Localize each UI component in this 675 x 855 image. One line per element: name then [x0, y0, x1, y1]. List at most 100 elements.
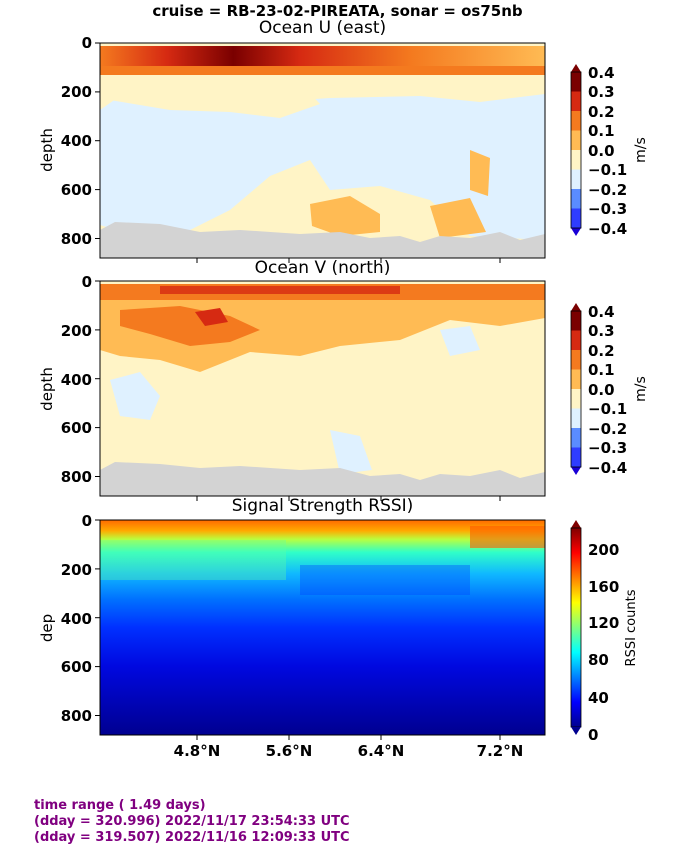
- u-axes-frame: [99, 42, 546, 259]
- u-cbar-label: m/s: [633, 137, 649, 163]
- rssi-cbar-tick-80: 80: [588, 651, 609, 669]
- u-cbar-tick-8: −0.4: [588, 220, 627, 238]
- rssi-cbar-tick-0: 0: [588, 726, 598, 744]
- u-colorbar: 0.4 0.3 0.2 0.1 0.0 −0.1 −0.2 −0.3 −0.4 …: [570, 64, 649, 238]
- v-cbar-tick-3: 0.1: [588, 361, 615, 379]
- rssi-y-ticks: 0 200 400 600 800: [61, 512, 100, 725]
- u-cbar-seg--0.3: [571, 208, 581, 228]
- panel-rssi: 0 200 400 600 800 dep 4.8°N 5.6°N 6.4°N …: [38, 512, 639, 760]
- v-ytick-400: 400: [61, 371, 92, 389]
- v-cbar-label: m/s: [633, 376, 649, 402]
- xtick-5.6N: 5.6°N: [266, 742, 313, 760]
- rssi-ylabel: dep: [38, 614, 56, 642]
- u-surface-band: [100, 46, 545, 68]
- u-cbar-tick-1: 0.3: [588, 83, 615, 101]
- u-cbar-tick-2: 0.2: [588, 103, 615, 121]
- u-ytick-200: 200: [61, 83, 92, 101]
- v-ytick-800: 800: [61, 468, 92, 486]
- u-cbar-top-extend: [571, 64, 581, 72]
- v-axes-frame: [99, 280, 546, 497]
- rssi-colorbar: 200 160 120 80 40 0 RSSI counts: [570, 520, 639, 744]
- v-cbar-seg-0.2: [571, 350, 581, 370]
- figure-suptitle: cruise = RB-23-02-PIREATA, sonar = os75n…: [152, 2, 523, 20]
- rssi-ytick-600: 600: [61, 658, 92, 676]
- rssi-cbar-bottom-extend: [571, 727, 581, 735]
- v-field-red-core: [195, 308, 228, 326]
- rssi-cbar-tick-200: 200: [588, 541, 619, 559]
- v-cbar-seg-0.1: [571, 369, 581, 389]
- xtick-7.2N: 7.2°N: [477, 742, 524, 760]
- u-cbar-tick-0: 0.4: [588, 64, 615, 82]
- rssi-ytick-200: 200: [61, 561, 92, 579]
- v-colorbar: 0.4 0.3 0.2 0.1 0.0 −0.1 −0.2 −0.3 −0.4 …: [570, 303, 649, 477]
- u-x-ticks: [196, 258, 501, 263]
- rssi-axes-frame: [99, 519, 546, 736]
- u-cbar-seg-0.0: [571, 150, 581, 170]
- v-cbar-tick-5: −0.1: [588, 400, 627, 418]
- u-ytick-600: 600: [61, 181, 92, 199]
- u-field-deep-orange: [310, 150, 490, 238]
- rssi-cbar-top-extend: [571, 520, 581, 528]
- u-ylabel: depth: [38, 128, 56, 172]
- u-ytick-800: 800: [61, 230, 92, 248]
- rssi-ytick-800: 800: [61, 707, 92, 725]
- v-x-ticks: [196, 496, 501, 501]
- u-cbar-tick-7: −0.3: [588, 200, 627, 218]
- u-cbar-seg-0.1: [571, 130, 581, 150]
- v-ytick-0: 0: [82, 273, 92, 291]
- u-cbar-seg-0.2: [571, 111, 581, 131]
- v-cbar-seg--0.1: [571, 408, 581, 428]
- v-y-ticks: 0 200 400 600 800: [61, 273, 100, 486]
- u-cbar-seg-0.4: [571, 72, 581, 92]
- rssi-cbar-tick-40: 40: [588, 689, 609, 707]
- u-ytick-400: 400: [61, 132, 92, 150]
- xtick-6.4N: 6.4°N: [358, 742, 405, 760]
- v-cbar-seg-0.3: [571, 330, 581, 350]
- v-cbar-tick-7: −0.3: [588, 439, 627, 457]
- u-cbar-seg-0.3: [571, 91, 581, 111]
- panel-ocean-v: 0 200 400 600 800 depth 0.4: [38, 273, 649, 501]
- v-surface-red: [160, 286, 400, 294]
- v-cbar-top-extend: [571, 303, 581, 311]
- rssi-mid-dark-band: [300, 565, 470, 595]
- rssi-cbar-label: RSSI counts: [624, 589, 639, 666]
- u-field-negative-region: [100, 92, 545, 240]
- u-bottom-mask: [100, 222, 545, 258]
- u-subsurface-band: [100, 66, 545, 75]
- v-ylabel: depth: [38, 367, 56, 411]
- v-bottom-mask: [100, 462, 545, 496]
- u-field-positive-blob: [110, 80, 320, 118]
- rssi-cbar-tick-160: 160: [588, 578, 619, 596]
- v-cbar-tick-6: −0.2: [588, 420, 627, 438]
- rssi-x-ticks: 4.8°N 5.6°N 6.4°N 7.2°N: [174, 735, 524, 760]
- u-cbar-tick-4: 0.0: [588, 142, 615, 160]
- v-field-mid-orange: [120, 306, 260, 346]
- panel-ocean-u: 0 200 400 600 800 depth 0.4: [38, 34, 649, 263]
- rssi-cbar-gradient: [570, 527, 582, 728]
- u-cbar-tick-5: −0.1: [588, 161, 627, 179]
- rssi-panel-title: Signal Strength RSSI): [231, 496, 414, 516]
- rssi-ytick-400: 400: [61, 610, 92, 628]
- rssi-cbar-tick-120: 120: [588, 614, 619, 632]
- u-cbar-seg--0.2: [571, 189, 581, 209]
- u-ytick-0: 0: [82, 34, 92, 52]
- v-cbar-seg--0.2: [571, 428, 581, 448]
- rssi-ytick-0: 0: [82, 512, 92, 530]
- v-ytick-600: 600: [61, 419, 92, 437]
- footer-end-time: (dday = 320.996) 2022/11/17 23:54:33 UTC: [34, 814, 350, 829]
- rssi-field: [100, 520, 545, 735]
- v-cbar-tick-0: 0.4: [588, 303, 615, 321]
- rssi-right-shallow-patch: [470, 526, 545, 548]
- rssi-shallow-cyan-patch: [100, 540, 286, 580]
- v-cbar-tick-8: −0.4: [588, 459, 627, 477]
- u-cbar-tick-6: −0.2: [588, 181, 627, 199]
- u-cbar-seg--0.1: [571, 169, 581, 189]
- xtick-4.8N: 4.8°N: [174, 742, 221, 760]
- footer-start-time: (dday = 319.507) 2022/11/16 12:09:33 UTC: [34, 830, 350, 845]
- u-y-ticks: 0 200 400 600 800: [61, 34, 100, 248]
- v-cbar-seg--0.3: [571, 447, 581, 467]
- u-panel-title: Ocean U (east): [258, 18, 387, 38]
- v-cbar-bottom-extend: [571, 467, 581, 475]
- v-cbar-tick-2: 0.2: [588, 342, 615, 360]
